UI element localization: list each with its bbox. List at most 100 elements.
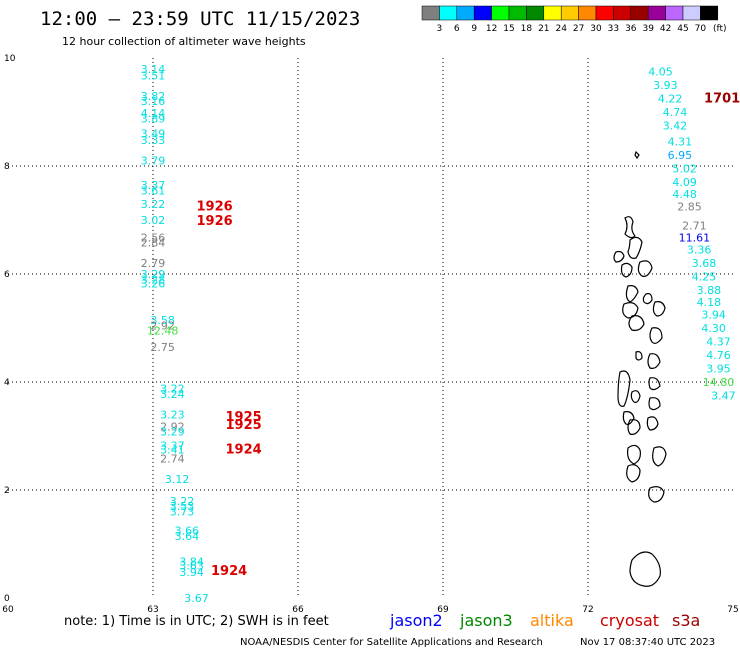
wave-height-label: 4.25 (692, 271, 717, 284)
colorbar-swatch (473, 5, 492, 21)
colorbar-swatch (595, 5, 614, 21)
x-tick-label: 60 (2, 605, 14, 615)
footer-generated: Nov 17 08:37:40 UTC 2023 (580, 637, 715, 648)
legend-item-jason3: jason3 (459, 611, 513, 630)
colorbar-swatch (613, 5, 632, 21)
wave-height-label: 2.71 (682, 219, 707, 232)
pass-time-label: 1924 (211, 564, 247, 579)
chart-subtitle: 12 hour collection of altimeter wave hei… (62, 35, 306, 48)
wave-height-label: 3.63 (179, 560, 204, 573)
wave-height-label: 3.94 (179, 566, 204, 579)
pass-time-label: 1926 (197, 200, 233, 215)
x-tick-label: 66 (292, 605, 304, 615)
island-outlines (613, 150, 667, 587)
wave-height-label: 3.64 (175, 530, 200, 543)
wave-height-label: 3.24 (160, 388, 185, 401)
colorbar-tick-label: 33 (608, 24, 619, 34)
wave-height-label: 3.02 (141, 214, 166, 227)
wave-height-label: 4.30 (701, 322, 726, 335)
wave-height-label: 4.76 (706, 349, 731, 362)
wave-height-label: 3.51 (141, 69, 166, 82)
colorbar-swatch (456, 5, 475, 21)
wave-height-label: 3.53 (170, 500, 195, 513)
wave-height-label: 11.61 (679, 231, 711, 244)
colorbar-tick-label: 39 (642, 24, 654, 34)
colorbar-unit: (ft) (713, 24, 727, 34)
wave-height-label: 3.58 (150, 314, 175, 327)
wave-height-label: 2.75 (150, 341, 175, 354)
color-bar: 3 6 9 12 15 18 21 24 27 30 33 36 39 42 45 70 (421, 5, 719, 34)
wave-height-label: 4.74 (663, 106, 688, 119)
y-tick-label: 0 (4, 594, 10, 604)
colorbar-swatch (526, 5, 545, 21)
colorbar-swatch (491, 5, 510, 21)
wave-height-label: 3.16 (141, 95, 166, 108)
pass-time-label: 1701 (704, 92, 740, 107)
colorbar-tick-label: 45 (677, 24, 688, 34)
colorbar-tick-label: 18 (521, 24, 533, 34)
wave-height-label: 3.84 (179, 555, 204, 568)
wave-height-label: 3.61 (141, 184, 166, 197)
colorbar-tick-label: 6 (454, 24, 460, 34)
pass-time-label: 1925 (226, 418, 262, 433)
colorbar-tick-label: 70 (695, 24, 707, 34)
wave-height-label: 2.92 (160, 420, 185, 433)
wave-height-label: 5.02 (672, 163, 697, 176)
wave-height-label: 4.31 (668, 136, 693, 149)
y-tick-label: 8 (4, 162, 10, 172)
legend-item-cryosat: cryosat (600, 611, 659, 630)
wave-height-label: 6.95 (668, 149, 693, 162)
wave-height-label: 4.48 (672, 188, 697, 201)
legend-item-s3a: s3a (672, 611, 700, 630)
colorbar-tick-label: 42 (660, 24, 671, 34)
x-tick-label: 75 (727, 605, 738, 615)
wave-height-label: 3.41 (160, 444, 185, 457)
grid-lines (8, 58, 733, 598)
x-tick-label: 69 (437, 605, 449, 615)
wave-height-label: 2.84 (141, 237, 166, 250)
colorbar-tick-label: 12 (486, 24, 497, 34)
pass-time-label: 1925 (226, 410, 262, 425)
wave-height-label: 3.49 (141, 128, 166, 141)
wave-height-label: 3.88 (697, 284, 722, 297)
wave-height-label: 12.48 (147, 325, 179, 338)
wave-height-label: 3.89 (141, 112, 166, 125)
wave-height-label: 2.74 (160, 453, 185, 466)
pass-time-label: 1926 (197, 214, 233, 229)
wave-height-label: 3.28 (141, 273, 166, 286)
footer-credit: NOAA/NESDIS Center for Satellite Applica… (240, 637, 543, 648)
wave-height-label: 3.14 (141, 63, 166, 76)
colorbar-swatch (543, 5, 562, 21)
wave-height-label: 3.22 (141, 198, 166, 211)
colorbar-tick-label: 36 (625, 24, 637, 34)
wave-height-label: 3.37 (141, 179, 166, 192)
wave-height-label: 3.29 (160, 426, 185, 439)
wave-height-label: 2.79 (141, 257, 166, 270)
axis-ticks: 60 63 66 69 72 75 0 2 4 6 8 10 (2, 54, 738, 615)
wave-height-label: 3.36 (687, 244, 712, 257)
wave-height-label: 3.22 (170, 495, 195, 508)
colorbar-swatch (560, 5, 579, 21)
colorbar-swatch (578, 5, 597, 21)
colorbar-tick-label: 9 (471, 24, 477, 34)
pass-time-label: 1924 (226, 443, 262, 458)
wave-height-label: 3.37 (160, 440, 185, 453)
y-tick-label: 6 (4, 270, 10, 280)
satellite-legend: jason2 jason3 altika cryosat s3a (389, 611, 700, 630)
wave-height-label: 3.68 (692, 257, 717, 270)
y-tick-label: 4 (4, 378, 10, 388)
wave-height-label: 3.93 (653, 79, 678, 92)
wave-height-label: 3.12 (165, 473, 190, 486)
wave-height-label: 3.33 (141, 134, 166, 147)
wave-height-label: 3.22 (160, 382, 185, 395)
colorbar-swatch (700, 5, 719, 21)
colorbar-swatch (665, 5, 684, 21)
colorbar-swatch (421, 5, 440, 21)
colorbar-swatch (439, 5, 458, 21)
wave-height-label: 2.92 (150, 319, 175, 332)
wave-height-label: 2.85 (677, 201, 702, 214)
chart-title: 12:00 — 23:59 UTC 11/15/2023 (40, 8, 360, 30)
wave-height-labels: 3.143.51 3.823.164.143.89 3.493.33 3.79 3.37… (141, 63, 736, 605)
